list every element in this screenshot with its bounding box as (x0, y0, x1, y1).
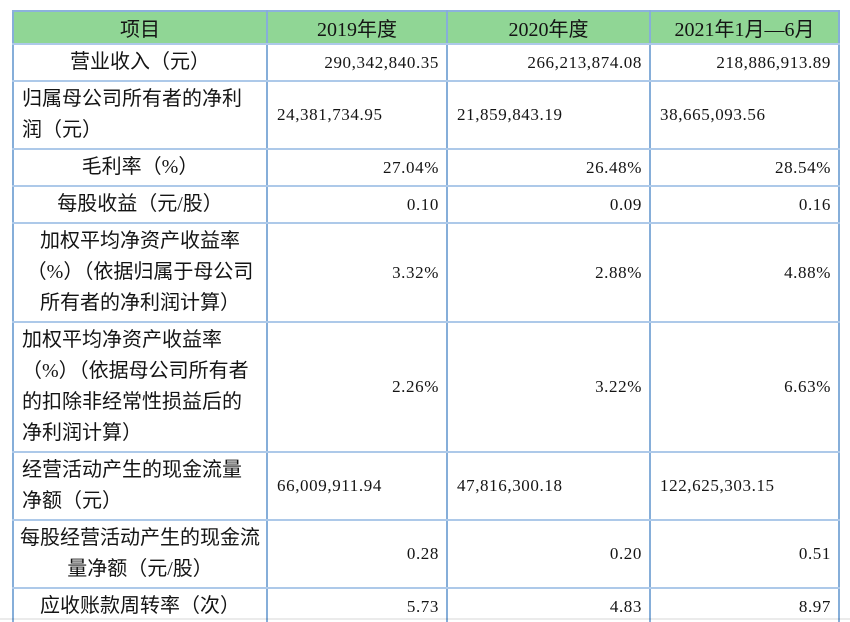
table-row: 每股收益（元/股） 0.10 0.09 0.16 (12, 185, 840, 224)
row-label: 营业收入（元） (12, 43, 268, 82)
value-cell-2020: 26.48% (446, 148, 651, 187)
value-cell-2021h1: 8.97 (649, 587, 840, 622)
value-cell-2021h1: 38,665,093.56 (649, 80, 840, 150)
col-header-item: 项目 (12, 10, 268, 45)
value-cell-2019: 66,009,911.94 (266, 451, 448, 521)
value-cell-2020: 266,213,874.08 (446, 43, 651, 82)
value-cell-2021h1: 4.88% (649, 222, 840, 323)
value-cell-2020: 3.22% (446, 321, 651, 453)
value-cell-2021h1: 0.51 (649, 519, 840, 589)
value-cell-2021h1: 218,886,913.89 (649, 43, 840, 82)
row-label: 毛利率（%） (12, 148, 268, 187)
table-row: 加权平均净资产收益率（%）（依据母公司所有者的扣除非经常性损益后的净利润计算） 2… (12, 321, 840, 453)
financial-summary-table: 项目 2019年度 2020年度 2021年1月—6月 营业收入（元） 290,3… (12, 10, 840, 622)
table-body: 营业收入（元） 290,342,840.35 266,213,874.08 218,8… (12, 43, 840, 622)
value-cell-2019: 290,342,840.35 (266, 43, 448, 82)
value-cell-2020: 0.20 (446, 519, 651, 589)
value-cell-2020: 21,859,843.19 (446, 80, 651, 150)
value-cell-2019: 0.28 (266, 519, 448, 589)
value-cell-2021h1: 28.54% (649, 148, 840, 187)
row-label: 加权平均净资产收益率（%）（依据母公司所有者的扣除非经常性损益后的净利润计算） (12, 321, 268, 453)
table-row: 加权平均净资产收益率（%）（依据归属于母公司所有者的净利润计算） 3.32% 2.8… (12, 222, 840, 323)
value-cell-2021h1: 6.63% (649, 321, 840, 453)
value-cell-2019: 27.04% (266, 148, 448, 187)
row-label: 经营活动产生的现金流量净额（元） (12, 451, 268, 521)
row-label: 每股经营活动产生的现金流量净额（元/股） (12, 519, 268, 589)
row-label: 每股收益（元/股） (12, 185, 268, 224)
value-cell-2019: 24,381,734.95 (266, 80, 448, 150)
row-label: 归属母公司所有者的净利润（元） (12, 80, 268, 150)
value-cell-2021h1: 0.16 (649, 185, 840, 224)
table-row: 毛利率（%） 27.04% 26.48% 28.54% (12, 148, 840, 187)
col-header-2020: 2020年度 (446, 10, 651, 45)
header-row: 项目 2019年度 2020年度 2021年1月—6月 (12, 10, 840, 45)
page-bottom-edge-line (0, 618, 850, 620)
col-header-2021h1: 2021年1月—6月 (649, 10, 840, 45)
table-row: 营业收入（元） 290,342,840.35 266,213,874.08 218,8… (12, 43, 840, 82)
row-label: 加权平均净资产收益率（%）（依据归属于母公司所有者的净利润计算） (12, 222, 268, 323)
table-row: 每股经营活动产生的现金流量净额（元/股） 0.28 0.20 0.51 (12, 519, 840, 589)
value-cell-2019: 0.10 (266, 185, 448, 224)
value-cell-2020: 0.09 (446, 185, 651, 224)
row-label: 应收账款周转率（次） (12, 587, 268, 622)
value-cell-2021h1: 122,625,303.15 (649, 451, 840, 521)
value-cell-2020: 2.88% (446, 222, 651, 323)
table-row: 应收账款周转率（次） 5.73 4.83 8.97 (12, 587, 840, 622)
value-cell-2019: 2.26% (266, 321, 448, 453)
table-row: 经营活动产生的现金流量净额（元） 66,009,911.94 47,816,300.… (12, 451, 840, 521)
table-row: 归属母公司所有者的净利润（元） 24,381,734.95 21,859,843.1… (12, 80, 840, 150)
value-cell-2020: 4.83 (446, 587, 651, 622)
value-cell-2019: 5.73 (266, 587, 448, 622)
value-cell-2020: 47,816,300.18 (446, 451, 651, 521)
col-header-2019: 2019年度 (266, 10, 448, 45)
value-cell-2019: 3.32% (266, 222, 448, 323)
